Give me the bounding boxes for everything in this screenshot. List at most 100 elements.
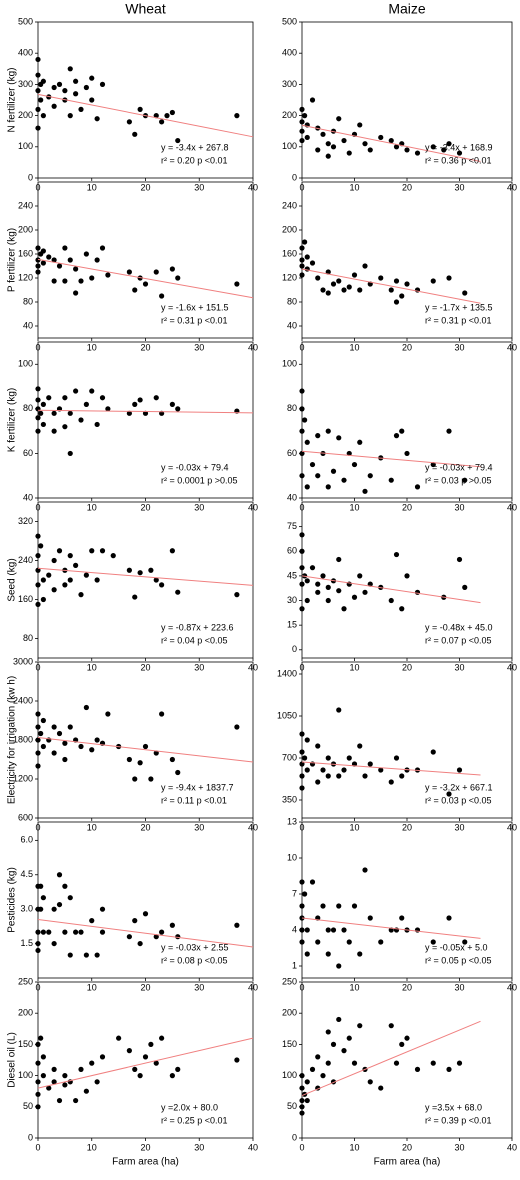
point xyxy=(51,750,57,756)
point xyxy=(299,939,305,945)
point xyxy=(94,257,100,263)
point xyxy=(153,1060,159,1066)
point xyxy=(89,548,95,554)
point xyxy=(142,743,149,750)
column-title: Maize xyxy=(388,1,426,17)
point xyxy=(446,915,452,921)
y-tick-label: 0 xyxy=(28,172,33,182)
point xyxy=(341,477,347,483)
x-tick-label: 30 xyxy=(454,182,464,192)
point xyxy=(320,131,326,137)
regression-annotation: r² = 0.31 p <0.01 xyxy=(161,315,228,325)
regression-annotation: r² = 0.04 p <0.05 xyxy=(161,635,228,645)
point xyxy=(132,131,138,137)
point xyxy=(320,287,326,293)
point xyxy=(175,769,181,776)
point xyxy=(35,724,41,730)
point xyxy=(153,269,159,275)
point xyxy=(315,473,321,479)
x-tick-label: 30 xyxy=(454,1142,464,1152)
regression-annotation: r² = 0.03 p >0.05 xyxy=(425,475,492,485)
point xyxy=(83,251,89,257)
point xyxy=(367,1079,373,1085)
point xyxy=(142,911,149,917)
y-tick-label: 10 xyxy=(287,852,297,862)
point xyxy=(40,717,46,724)
y-tick-label: 60 xyxy=(23,448,33,458)
point xyxy=(299,137,305,144)
y-tick-label: 320 xyxy=(18,516,33,526)
y-tick-label: 200 xyxy=(18,110,33,120)
point xyxy=(148,1041,154,1047)
fit-line xyxy=(301,268,481,304)
x-tick-label: 30 xyxy=(194,982,204,992)
point xyxy=(62,740,68,746)
point xyxy=(399,915,405,921)
point xyxy=(315,433,321,439)
point xyxy=(357,743,363,749)
y-tick-label: 80 xyxy=(287,403,297,413)
point xyxy=(62,929,68,935)
point xyxy=(99,245,106,251)
point xyxy=(393,551,400,558)
y-tick-label: 150 xyxy=(282,1039,297,1049)
point xyxy=(304,484,310,490)
point xyxy=(299,1110,305,1116)
fit-line xyxy=(301,917,481,939)
point xyxy=(169,548,175,554)
x-tick-label: 30 xyxy=(194,662,204,672)
point xyxy=(62,245,68,251)
point xyxy=(99,906,106,912)
point xyxy=(62,883,68,889)
x-tick-label: 0 xyxy=(35,1142,40,1152)
point xyxy=(89,388,95,394)
point xyxy=(299,428,305,434)
point xyxy=(56,1097,63,1104)
point xyxy=(299,1104,305,1110)
point xyxy=(105,272,111,278)
point xyxy=(234,1057,240,1063)
x-tick-label: 10 xyxy=(87,502,97,512)
x-tick-label: 20 xyxy=(402,822,412,832)
point xyxy=(67,952,73,958)
point xyxy=(336,1016,342,1023)
y-tick-label: 100 xyxy=(282,359,297,369)
point xyxy=(110,553,116,559)
point xyxy=(89,75,95,81)
point xyxy=(351,272,358,278)
point xyxy=(46,1085,52,1091)
point xyxy=(320,903,326,909)
point xyxy=(414,150,421,156)
point xyxy=(336,435,342,441)
point xyxy=(302,113,308,119)
point xyxy=(388,1023,394,1029)
y-axis-label: N fertilizer (kg) xyxy=(7,67,18,132)
point xyxy=(446,141,452,147)
point xyxy=(35,1079,41,1085)
point xyxy=(153,577,159,583)
point xyxy=(35,106,41,112)
point xyxy=(378,275,384,281)
point xyxy=(446,275,452,281)
point xyxy=(137,397,143,403)
point xyxy=(299,903,305,909)
fit-line xyxy=(37,409,254,414)
point xyxy=(315,939,321,945)
regression-annotation: r² = 0.39 p <0.01 xyxy=(425,1115,492,1125)
point xyxy=(336,773,342,779)
regression-annotation: r² = 0.31 p <0.01 xyxy=(425,315,492,325)
point xyxy=(330,144,337,150)
point xyxy=(320,573,326,579)
point xyxy=(336,116,342,122)
point xyxy=(35,397,41,403)
point xyxy=(299,581,305,587)
x-tick-label: 30 xyxy=(194,1142,204,1152)
point xyxy=(169,401,175,407)
point xyxy=(51,587,57,593)
point xyxy=(35,1104,41,1110)
point xyxy=(309,879,316,885)
point xyxy=(56,730,63,737)
y-tick-label: 75 xyxy=(287,521,297,531)
point xyxy=(73,1097,79,1104)
point xyxy=(94,116,100,122)
